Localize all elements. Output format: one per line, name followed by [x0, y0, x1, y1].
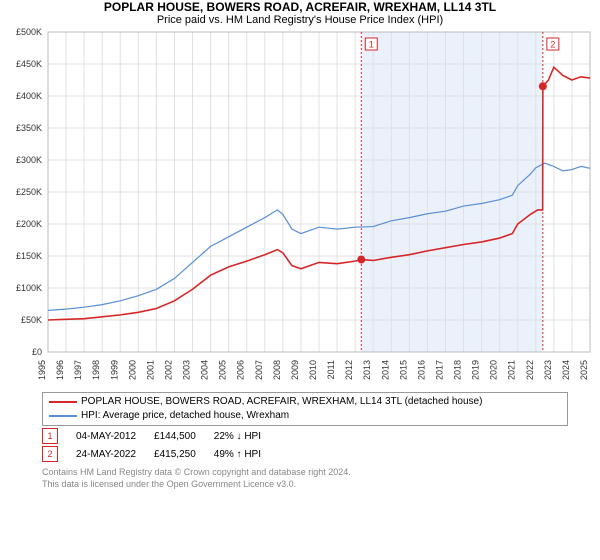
svg-text:2012: 2012 — [344, 360, 354, 380]
event-price: £415,250 — [154, 449, 196, 460]
event-badge: 2 — [42, 446, 58, 462]
legend-label: HPI: Average price, detached house, Wrex… — [81, 409, 289, 423]
svg-text:2023: 2023 — [543, 360, 553, 380]
svg-text:2: 2 — [550, 40, 555, 50]
svg-text:2021: 2021 — [507, 360, 517, 380]
svg-text:2024: 2024 — [561, 360, 571, 380]
svg-text:£250K: £250K — [16, 187, 42, 197]
svg-text:1999: 1999 — [109, 360, 119, 380]
svg-text:2015: 2015 — [398, 360, 408, 380]
svg-text:2025: 2025 — [579, 360, 589, 380]
chart-subtitle: Price paid vs. HM Land Registry's House … — [0, 14, 600, 26]
legend: POPLAR HOUSE, BOWERS ROAD, ACREFAIR, WRE… — [42, 392, 568, 426]
copyright-line: This data is licensed under the Open Gov… — [42, 478, 568, 490]
event-date: 24-MAY-2022 — [76, 449, 136, 460]
legend-swatch — [49, 415, 77, 417]
svg-text:£500K: £500K — [16, 27, 42, 37]
copyright: Contains HM Land Registry data © Crown c… — [42, 466, 568, 490]
svg-text:2018: 2018 — [453, 360, 463, 380]
svg-text:£350K: £350K — [16, 123, 42, 133]
svg-text:2007: 2007 — [254, 360, 264, 380]
svg-text:£300K: £300K — [16, 155, 42, 165]
event-row: 2 24-MAY-2022 £415,250 49% ↑ HPI — [42, 446, 568, 462]
legend-item: HPI: Average price, detached house, Wrex… — [49, 409, 561, 423]
svg-text:1998: 1998 — [91, 360, 101, 380]
chart-title: POPLAR HOUSE, BOWERS ROAD, ACREFAIR, WRE… — [0, 0, 600, 14]
svg-text:£200K: £200K — [16, 219, 42, 229]
svg-text:2003: 2003 — [182, 360, 192, 380]
legend-swatch — [49, 401, 77, 403]
svg-text:2016: 2016 — [416, 360, 426, 380]
svg-text:2009: 2009 — [290, 360, 300, 380]
event-delta: 49% ↑ HPI — [214, 449, 261, 460]
svg-text:2014: 2014 — [380, 360, 390, 380]
svg-text:2006: 2006 — [236, 360, 246, 380]
svg-text:2001: 2001 — [145, 360, 155, 380]
legend-item: POPLAR HOUSE, BOWERS ROAD, ACREFAIR, WRE… — [49, 395, 561, 409]
svg-text:£50K: £50K — [21, 315, 42, 325]
svg-text:1996: 1996 — [55, 360, 65, 380]
legend-label: POPLAR HOUSE, BOWERS ROAD, ACREFAIR, WRE… — [81, 395, 482, 409]
copyright-line: Contains HM Land Registry data © Crown c… — [42, 466, 568, 478]
svg-text:2000: 2000 — [127, 360, 137, 380]
svg-text:2017: 2017 — [434, 360, 444, 380]
svg-text:1995: 1995 — [37, 360, 47, 380]
svg-text:2008: 2008 — [272, 360, 282, 380]
svg-text:£450K: £450K — [16, 59, 42, 69]
svg-text:2005: 2005 — [218, 360, 228, 380]
svg-text:2020: 2020 — [489, 360, 499, 380]
svg-text:£400K: £400K — [16, 91, 42, 101]
event-badge: 1 — [42, 428, 58, 444]
svg-text:£0: £0 — [32, 347, 42, 357]
svg-text:1: 1 — [369, 40, 374, 50]
event-price: £144,500 — [154, 431, 196, 442]
event-row: 1 04-MAY-2012 £144,500 22% ↓ HPI — [42, 428, 568, 444]
svg-text:2004: 2004 — [200, 360, 210, 380]
svg-text:2013: 2013 — [362, 360, 372, 380]
event-date: 04-MAY-2012 — [76, 431, 136, 442]
svg-text:2019: 2019 — [471, 360, 481, 380]
svg-text:2011: 2011 — [326, 360, 336, 379]
svg-text:1997: 1997 — [73, 360, 83, 380]
price-chart: £0 £50K £100K £150K £200K £250K £300K £350K £400… — [0, 26, 600, 388]
svg-text:2010: 2010 — [308, 360, 318, 380]
svg-text:£150K: £150K — [16, 251, 42, 261]
event-delta: 22% ↓ HPI — [214, 431, 261, 442]
svg-text:2002: 2002 — [163, 360, 173, 380]
svg-text:£100K: £100K — [16, 283, 42, 293]
svg-text:2022: 2022 — [525, 360, 535, 380]
